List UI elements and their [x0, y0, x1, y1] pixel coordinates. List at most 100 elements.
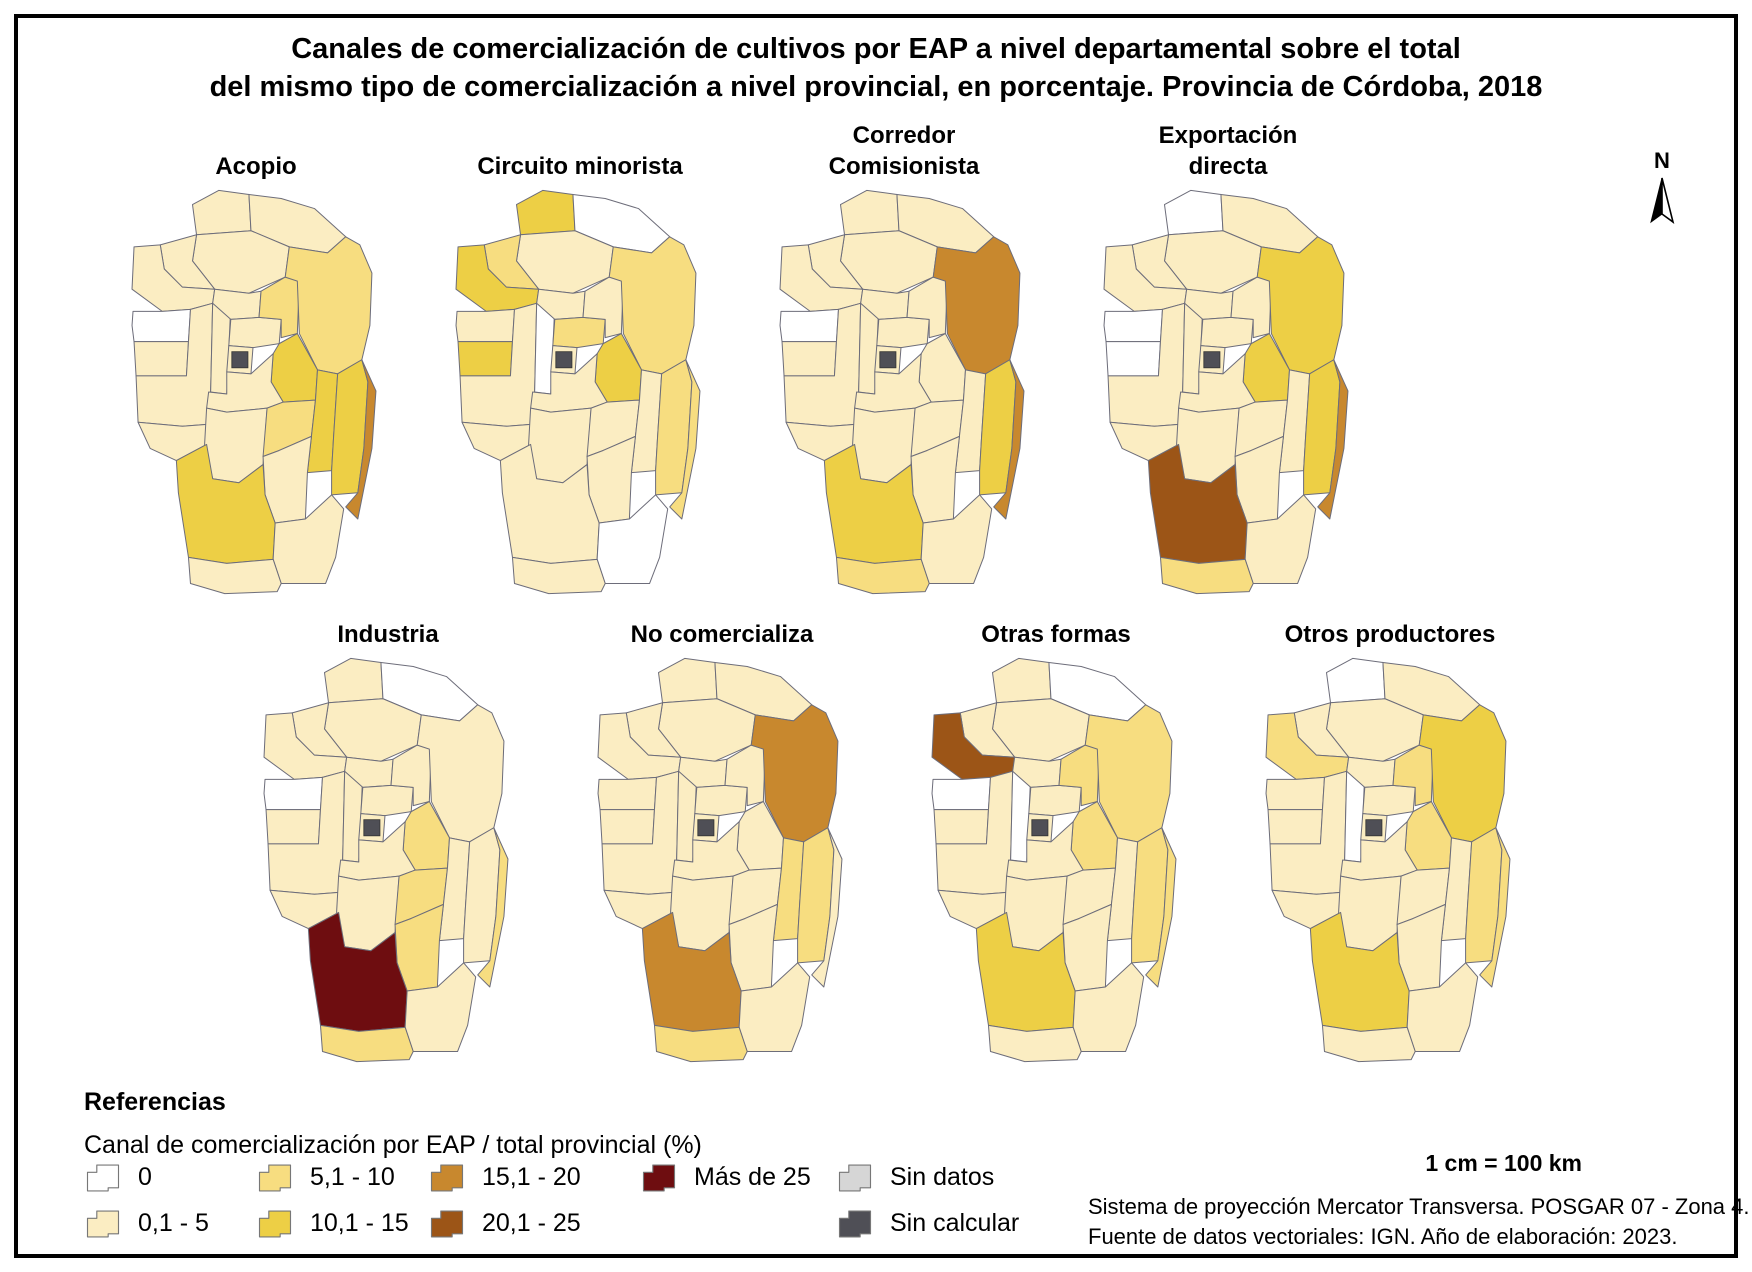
map-otras-formas	[931, 657, 1177, 1063]
department-marcos-juarez	[1317, 359, 1349, 520]
legend-label: 0,1 - 5	[138, 1208, 209, 1237]
department-general-roca	[187, 556, 282, 595]
department-minas	[1265, 776, 1325, 811]
department-rio-cuarto	[641, 911, 742, 1032]
department-general-roca	[653, 1024, 748, 1063]
department-minas	[1103, 308, 1163, 343]
legend-item-c3: 10,1 - 15	[256, 1206, 428, 1240]
legend-column-2: 5,1 - 10 10,1 - 15	[256, 1160, 428, 1240]
department-colon	[360, 784, 414, 817]
map-panel-otras-formas: Otras formas	[930, 600, 1182, 1066]
capital-sin-calcular-marker	[1203, 351, 1221, 369]
map-acopio	[131, 189, 377, 595]
legend-swatch-icon-c6	[642, 1164, 676, 1192]
department-colon	[1200, 316, 1254, 349]
department-pocho	[1267, 809, 1323, 845]
department-sobremonte	[657, 657, 718, 704]
legend-subtitle: Canal de comercialización por EAP / tota…	[84, 1131, 702, 1159]
page-title: Canales de comercialización de cultivos …	[0, 30, 1752, 107]
capital-sin-calcular-marker	[879, 351, 897, 369]
department-colon	[1028, 784, 1082, 817]
department-marcos-juarez	[811, 827, 843, 988]
department-sobremonte	[191, 189, 252, 236]
department-sobremonte	[515, 189, 576, 236]
map-panel-exportacion-directa: Exportación directa	[1102, 114, 1354, 598]
legend-swatch-icon-c1	[86, 1210, 120, 1238]
legend-swatch-icon-nd	[838, 1164, 872, 1192]
map-otros-productores	[1265, 657, 1511, 1063]
capital-sin-calcular-marker	[697, 819, 715, 837]
map-panel-industria: Industria	[262, 600, 514, 1066]
legend-swatch-icon-c3	[258, 1210, 292, 1238]
department-minas	[131, 308, 191, 343]
department-marcos-juarez	[669, 359, 701, 520]
department-colon	[694, 784, 748, 817]
legend-item-nd: Sin datos	[836, 1160, 1036, 1194]
map-no-comercializa	[597, 657, 843, 1063]
department-general-roca	[1321, 1024, 1416, 1063]
north-label: N	[1654, 148, 1670, 173]
legend-label: Sin datos	[890, 1162, 995, 1191]
department-pocho	[265, 809, 321, 845]
map-panel-circuito-minorista: Circuito minorista	[454, 114, 706, 598]
department-marcos-juarez	[993, 359, 1025, 520]
north-arrow-icon	[1650, 177, 1675, 224]
capital-sin-calcular-marker	[1365, 819, 1383, 837]
department-rio-cuarto	[307, 911, 408, 1032]
legend-item-c6: Más de 25	[640, 1160, 836, 1194]
capital-sin-calcular-marker	[555, 351, 573, 369]
department-minas	[931, 776, 991, 811]
department-minas	[779, 308, 839, 343]
legend-label: 5,1 - 10	[310, 1162, 395, 1191]
department-sobremonte	[1163, 189, 1224, 236]
department-colon	[228, 316, 282, 349]
maps-row-2: Industria No comercializa Otras formas Otro…	[262, 600, 1516, 1066]
department-minas	[455, 308, 515, 343]
department-rio-cuarto	[499, 443, 600, 564]
legend-label: 20,1 - 25	[482, 1208, 581, 1237]
map-panel-acopio: Acopio	[130, 114, 382, 598]
map-panel-otros-productores: Otros productores	[1264, 600, 1516, 1066]
legend-label: Sin calcular	[890, 1208, 1020, 1237]
department-marcos-juarez	[1145, 827, 1177, 988]
capital-sin-calcular-marker	[231, 351, 249, 369]
map-panel-no-comercializa: No comercializa	[596, 600, 848, 1066]
legend-column-5: Sin datos Sin calcular	[836, 1160, 1036, 1240]
legend-item-c0: 0	[84, 1160, 256, 1194]
department-rio-cuarto	[1147, 443, 1248, 564]
department-rio-cuarto	[175, 443, 276, 564]
department-pocho	[781, 341, 837, 377]
north-arrow: N	[1642, 148, 1682, 231]
legend-label: 15,1 - 20	[482, 1162, 581, 1191]
department-rio-cuarto	[823, 443, 924, 564]
map-circuito-minorista	[455, 189, 701, 595]
projection-note-line2: Fuente de datos vectoriales: IGN. Año de…	[1088, 1223, 1678, 1249]
department-sobremonte	[839, 189, 900, 236]
department-marcos-juarez	[477, 827, 509, 988]
department-general-roca	[835, 556, 930, 595]
legend-label: 10,1 - 15	[310, 1208, 409, 1237]
legend-swatch-icon-nc	[838, 1210, 872, 1238]
legend-heading: Referencias	[84, 1088, 226, 1116]
map-corredor-comisionista	[779, 189, 1025, 595]
department-minas	[597, 776, 657, 811]
department-pocho	[933, 809, 989, 845]
legend-item-nc: Sin calcular	[836, 1206, 1036, 1240]
map-panel-corredor-comisionista: Corredor Comisionista	[778, 114, 1030, 598]
legend-column-4: Más de 25	[640, 1160, 836, 1194]
department-pocho	[133, 341, 189, 377]
department-general-roca	[319, 1024, 414, 1063]
map-title-industria: Industria	[337, 620, 439, 648]
legend-swatch-icon-c5	[430, 1210, 464, 1238]
department-sobremonte	[1325, 657, 1386, 704]
department-marcos-juarez	[1479, 827, 1511, 988]
projection-notes: Sistema de proyección Mercator Transvers…	[1088, 1192, 1750, 1251]
department-colon	[1362, 784, 1416, 817]
department-rio-cuarto	[1309, 911, 1410, 1032]
department-sobremonte	[323, 657, 384, 704]
map-title-corredor-comisionista: Corredor Comisionista	[828, 121, 980, 180]
map-title-exportacion-directa: Exportación directa	[1158, 121, 1298, 180]
map-industria	[263, 657, 509, 1063]
page-title-line2: del mismo tipo de comercialización a niv…	[209, 71, 1543, 104]
department-rio-cuarto	[975, 911, 1076, 1032]
